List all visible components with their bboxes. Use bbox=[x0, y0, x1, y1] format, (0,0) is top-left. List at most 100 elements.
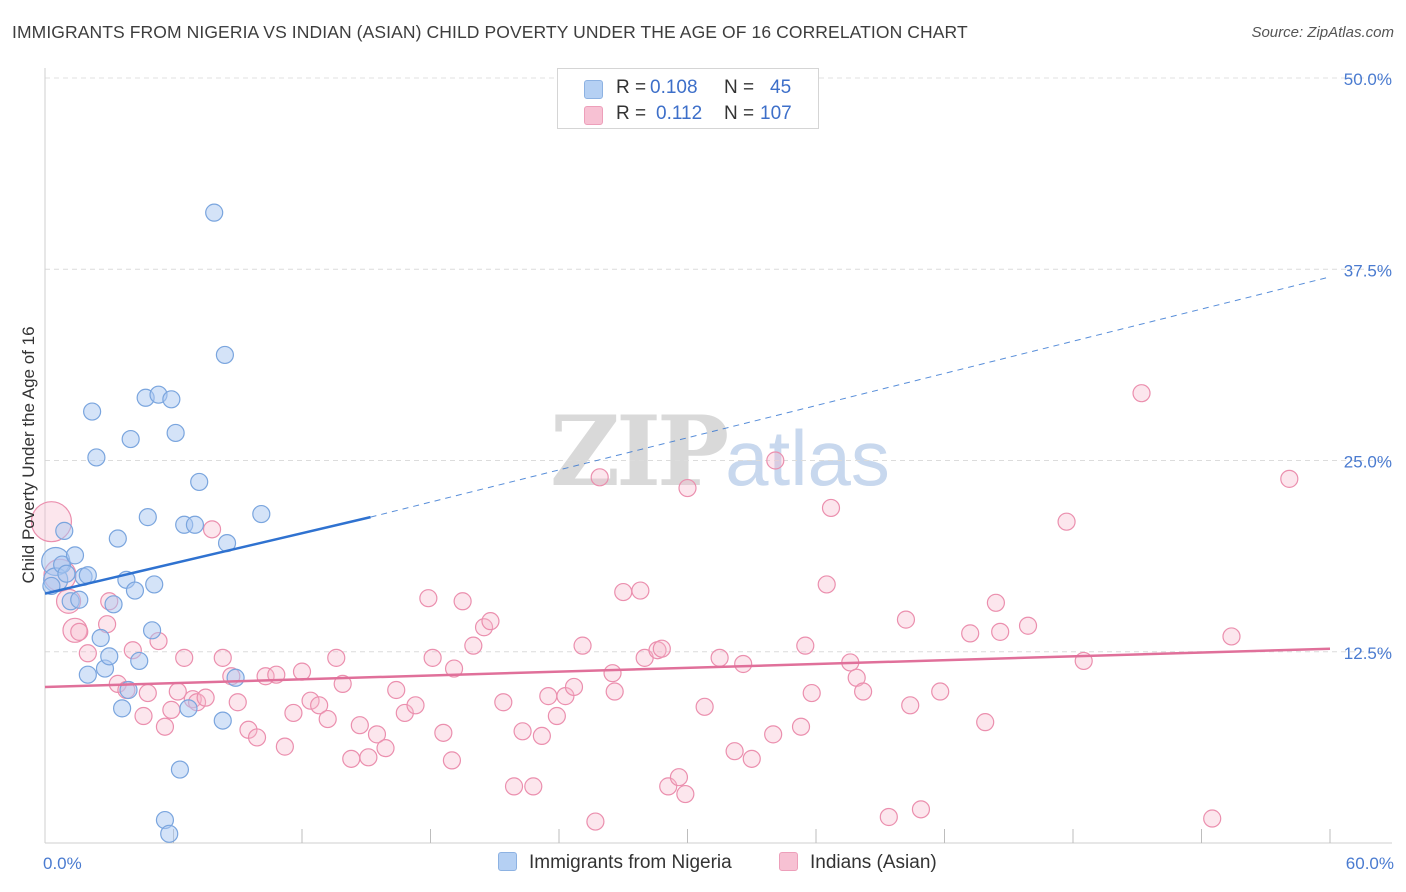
indian-point bbox=[419, 589, 438, 608]
indian-point bbox=[539, 687, 558, 706]
nigeria-point bbox=[213, 711, 232, 730]
indian-point bbox=[652, 639, 671, 658]
indian-point bbox=[547, 706, 566, 726]
watermark: ZIPatlas bbox=[550, 395, 890, 508]
indian-point bbox=[70, 622, 89, 641]
bottom-legend-indian: Indians (Asian) bbox=[779, 852, 937, 874]
indian-point bbox=[196, 688, 215, 707]
legend-r-label: R = bbox=[616, 103, 647, 124]
source-label: Source: ZipAtlas.com bbox=[1251, 24, 1394, 41]
indian-point bbox=[284, 703, 303, 723]
nigeria-point bbox=[162, 390, 181, 409]
indian-point bbox=[676, 784, 695, 804]
indian-point bbox=[155, 717, 175, 736]
legend-r-value: 0.112 bbox=[656, 103, 703, 124]
indian-point bbox=[301, 691, 320, 710]
nigeria-point bbox=[179, 699, 198, 718]
legend-n-value: 107 bbox=[760, 103, 792, 124]
legend-r-label: R = bbox=[616, 77, 647, 98]
indian-point bbox=[504, 777, 524, 796]
indian-point bbox=[247, 728, 267, 747]
indian-point bbox=[359, 748, 378, 767]
indian-point bbox=[766, 451, 785, 470]
indian-point bbox=[228, 693, 247, 712]
indian-point bbox=[376, 739, 395, 758]
nigeria-point bbox=[57, 564, 76, 583]
indian-point bbox=[791, 717, 811, 736]
indian-point bbox=[168, 682, 187, 701]
indian-point bbox=[434, 723, 453, 742]
indian-point bbox=[901, 696, 920, 715]
nigeria-trend-line bbox=[44, 515, 371, 595]
x-tick-label: 0.0% bbox=[43, 854, 82, 873]
indian-point bbox=[631, 581, 650, 600]
nigeria-point bbox=[190, 472, 209, 492]
watermark-atlas: atlas bbox=[725, 414, 890, 502]
nigeria-point bbox=[70, 590, 89, 609]
axis-labels: 12.5% 25.0% 37.5% 50.0% 0.0% 60.0% Child Pover… bbox=[19, 70, 1394, 873]
nigeria-point bbox=[100, 647, 119, 666]
y-tick-label: 50.0% bbox=[1344, 70, 1392, 89]
legend-n-label: N = bbox=[724, 77, 755, 98]
nigeria-point bbox=[78, 665, 97, 684]
indian-point bbox=[931, 682, 950, 701]
indian-point bbox=[350, 716, 369, 735]
nigeria-point bbox=[138, 508, 157, 527]
nigeria-point bbox=[55, 521, 74, 540]
bottom-legend-swatch-nigeria bbox=[498, 852, 517, 871]
indian-point bbox=[764, 725, 783, 744]
nigeria-point bbox=[91, 628, 110, 648]
nigeria-point bbox=[160, 824, 179, 843]
indian-point bbox=[78, 644, 97, 663]
nigeria-point bbox=[125, 581, 145, 600]
indian-point bbox=[318, 709, 337, 729]
indian-point bbox=[532, 726, 551, 746]
bottom-legend-swatch-indian bbox=[779, 852, 798, 871]
indian-point bbox=[734, 654, 753, 674]
indian-point bbox=[524, 777, 543, 796]
indian-point bbox=[695, 697, 714, 716]
indian-point bbox=[1132, 384, 1151, 403]
nigeria-point bbox=[104, 595, 123, 614]
indian-point bbox=[564, 677, 584, 697]
indian-point bbox=[742, 749, 761, 768]
indian-point bbox=[961, 624, 980, 643]
nigeria-point bbox=[145, 575, 164, 594]
legend-swatch-nigeria bbox=[584, 80, 603, 99]
indian-point bbox=[725, 742, 744, 761]
indian-point bbox=[406, 696, 425, 715]
indian-point bbox=[494, 693, 513, 712]
legend-n-value: 45 bbox=[770, 77, 792, 98]
indian-point bbox=[453, 592, 472, 611]
axes bbox=[44, 68, 1392, 844]
nigeria-point bbox=[166, 423, 185, 443]
watermark-zip: ZIP bbox=[550, 395, 729, 508]
trend-lines bbox=[44, 276, 1331, 689]
indian-point bbox=[327, 648, 346, 667]
y-tick-label: 37.5% bbox=[1344, 261, 1392, 280]
indian-point bbox=[367, 725, 387, 744]
y-tick-label: 25.0% bbox=[1344, 453, 1392, 472]
indian-point bbox=[1203, 809, 1222, 828]
indian-point bbox=[976, 713, 995, 732]
indian-point bbox=[481, 612, 500, 631]
nigeria-point bbox=[121, 429, 140, 449]
bottom-legend-nigeria: Immigrants from Nigeria bbox=[498, 852, 732, 874]
indian-point bbox=[333, 674, 352, 693]
indian-point bbox=[614, 582, 633, 602]
nigeria-point bbox=[215, 345, 234, 365]
indian-point bbox=[1018, 616, 1038, 635]
legend-swatch-indian bbox=[584, 106, 603, 125]
nigeria-trend-extension bbox=[370, 276, 1331, 518]
indian-point bbox=[202, 520, 222, 539]
indian-point bbox=[513, 722, 532, 741]
indian-point bbox=[292, 662, 312, 681]
nigeria-points bbox=[41, 203, 271, 843]
chart-title: IMMIGRANTS FROM NIGERIA VS INDIAN (ASIAN… bbox=[12, 22, 968, 42]
indian-points bbox=[30, 384, 1299, 831]
indian-point bbox=[896, 610, 916, 629]
indian-point bbox=[310, 696, 329, 715]
indian-point bbox=[573, 636, 592, 655]
indian-point bbox=[275, 737, 294, 756]
legend-n-label: N = bbox=[724, 103, 755, 124]
